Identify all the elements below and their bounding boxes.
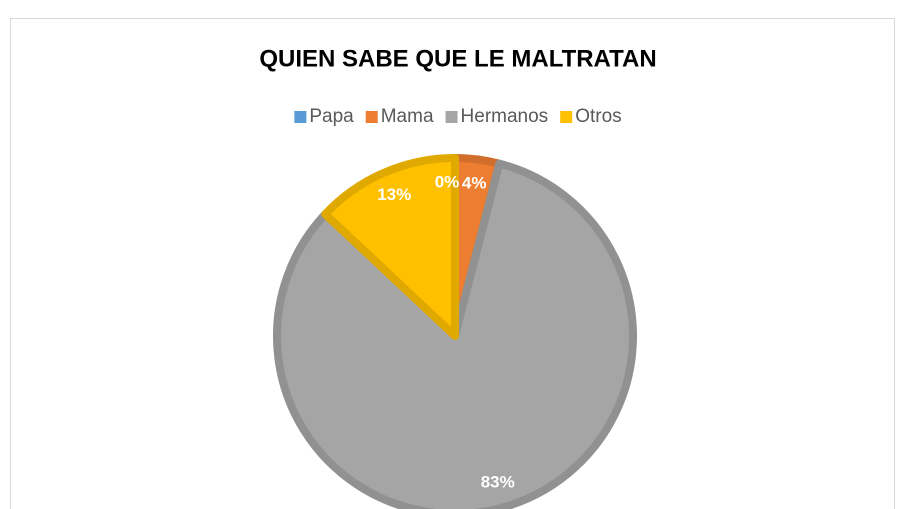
legend-swatch [445, 111, 458, 123]
legend-label: Mama [381, 106, 434, 127]
data-label: 4% [462, 174, 487, 193]
legend: Papa Mama Hermanos Otros [294, 106, 622, 127]
legend-label: Papa [309, 106, 354, 127]
legend-swatch [294, 111, 307, 123]
data-label: 13% [377, 185, 411, 204]
data-label: 83% [481, 472, 515, 491]
chart-title: QUIEN SABE QUE LE MALTRATAN [259, 45, 656, 72]
pie-slice [321, 154, 459, 340]
legend-label: Otros [575, 106, 621, 127]
legend-swatch [560, 111, 573, 123]
legend-label: Hermanos [461, 106, 549, 127]
legend-swatch [365, 111, 378, 123]
data-label: 0% [435, 172, 460, 191]
